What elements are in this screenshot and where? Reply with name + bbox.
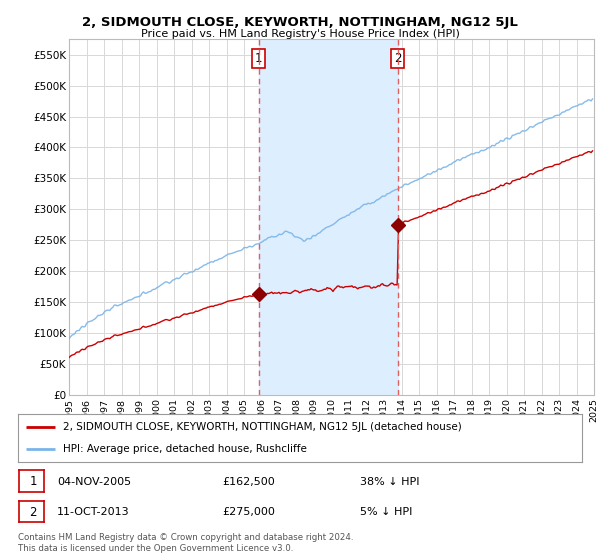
Text: 2, SIDMOUTH CLOSE, KEYWORTH, NOTTINGHAM, NG12 5JL: 2, SIDMOUTH CLOSE, KEYWORTH, NOTTINGHAM,…	[82, 16, 518, 29]
Text: HPI: Average price, detached house, Rushcliffe: HPI: Average price, detached house, Rush…	[63, 444, 307, 454]
Text: 11-OCT-2013: 11-OCT-2013	[57, 507, 130, 517]
Text: 1: 1	[29, 475, 37, 488]
Text: £275,000: £275,000	[222, 507, 275, 517]
Text: 38% ↓ HPI: 38% ↓ HPI	[360, 477, 419, 487]
Text: 2, SIDMOUTH CLOSE, KEYWORTH, NOTTINGHAM, NG12 5JL (detached house): 2, SIDMOUTH CLOSE, KEYWORTH, NOTTINGHAM,…	[63, 422, 462, 432]
Text: Contains HM Land Registry data © Crown copyright and database right 2024.
This d: Contains HM Land Registry data © Crown c…	[18, 533, 353, 553]
Bar	[259, 39, 398, 395]
Text: 2: 2	[29, 506, 37, 519]
Text: 1: 1	[255, 52, 262, 64]
Text: 5% ↓ HPI: 5% ↓ HPI	[360, 507, 412, 517]
Text: £162,500: £162,500	[222, 477, 275, 487]
Text: 2: 2	[394, 52, 401, 64]
Text: 04-NOV-2005: 04-NOV-2005	[57, 477, 131, 487]
Text: Price paid vs. HM Land Registry's House Price Index (HPI): Price paid vs. HM Land Registry's House …	[140, 29, 460, 39]
